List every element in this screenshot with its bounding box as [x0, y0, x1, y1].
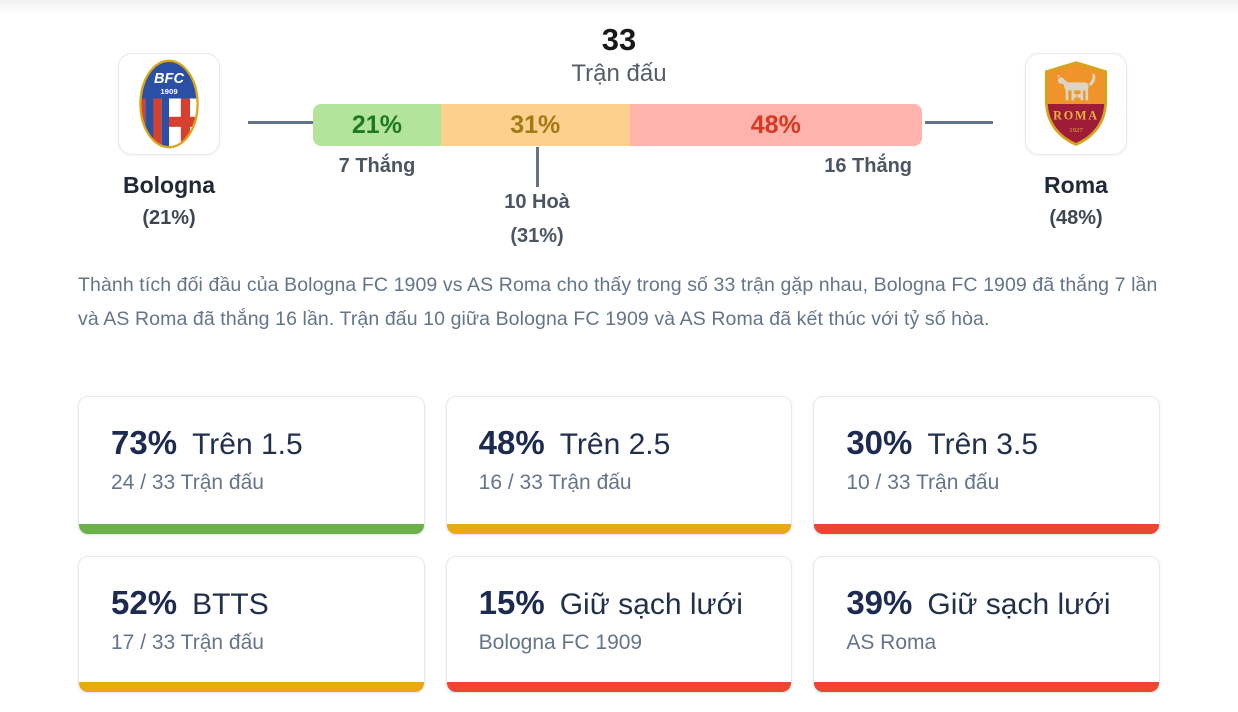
away-connector-line: [925, 121, 993, 124]
stat-card-over-3-5: 30% Trên 3.5 10 / 33 Trận đấu: [813, 396, 1160, 535]
stat-label: BTTS: [192, 588, 269, 621]
stat-label: Trên 3.5: [927, 428, 1039, 461]
bar-segment-home-wins: 21%: [313, 104, 441, 146]
roma-crest-year: 1927: [1069, 127, 1083, 134]
stat-label: Giữ sạch lưới: [927, 588, 1111, 621]
stat-label: Trên 1.5: [192, 428, 303, 461]
home-team-logo-tile[interactable]: BFC 1909: [118, 53, 220, 155]
top-shadow-divider: [0, 0, 1238, 15]
stat-card-over-1-5: 73% Trên 1.5 24 / 33 Trận đấu: [78, 396, 425, 535]
stat-label: Giữ sạch lưới: [559, 588, 743, 621]
stat-subtitle: AS Roma: [846, 631, 937, 654]
roma-crest-icon: ROMA 1927: [1044, 61, 1108, 146]
home-connector-line: [248, 121, 313, 124]
stat-subtitle: 16 / 33 Trận đấu: [478, 471, 632, 494]
stat-label: Trên 2.5: [559, 428, 671, 461]
home-team-block: Bologna (21%): [79, 172, 259, 230]
bar-segment-away-wins: 48%: [629, 104, 922, 146]
stat-card-clean-sheet-away: 39% Giữ sạch lưới AS Roma: [813, 556, 1160, 693]
stat-card-btts: 52% BTTS 17 / 33 Trận đấu: [78, 556, 425, 693]
stat-pct: 30%: [846, 424, 913, 461]
bar-segment-draws-pct: 31%: [510, 110, 561, 139]
h2h-result-bar: 21% 31% 48%: [313, 104, 922, 146]
stat-accent-bar: [814, 682, 1159, 692]
draws-tick-line: [536, 147, 539, 187]
draws-pct-label: (31%): [510, 225, 564, 247]
stat-pct: 52%: [111, 584, 178, 621]
away-team-logo-tile[interactable]: ROMA 1927: [1025, 53, 1127, 155]
away-wins-label: 16 Thắng: [824, 155, 912, 177]
bologna-crest-icon: BFC 1909: [139, 59, 199, 149]
stat-subtitle: 24 / 33 Trận đấu: [111, 471, 264, 494]
away-team-pct: (48%): [1049, 207, 1103, 229]
away-team-block: Roma (48%): [986, 172, 1166, 230]
stat-accent-bar: [446, 524, 792, 534]
stat-subtitle: Bologna FC 1909: [478, 631, 643, 654]
total-matches-label: Trận đấu: [571, 60, 667, 87]
wolf-silhouette: [1057, 73, 1096, 101]
roma-crest-name: ROMA: [1053, 108, 1099, 122]
bar-segment-home-pct: 21%: [351, 110, 402, 139]
stat-subtitle: 17 / 33 Trận đấu: [111, 631, 264, 654]
draws-label: 10 Hoà: [504, 191, 570, 213]
stat-pct: 48%: [478, 424, 545, 461]
bologna-crest-year: 1909: [160, 87, 178, 96]
bar-segment-away-pct: 48%: [750, 110, 801, 139]
away-team-name: Roma: [1044, 172, 1108, 198]
stat-accent-bar: [79, 682, 424, 692]
home-wins-label: 7 Thắng: [338, 155, 416, 177]
stat-pct: 39%: [846, 584, 913, 621]
h2h-summary-text: Thành tích đối đầu của Bologna FC 1909 v…: [78, 274, 1158, 330]
home-team-name: Bologna: [123, 172, 215, 198]
stat-pct: 73%: [111, 424, 178, 461]
stat-card-clean-sheet-home: 15% Giữ sạch lưới Bologna FC 1909: [445, 556, 793, 693]
home-team-pct: (21%): [142, 207, 196, 229]
stat-accent-bar: [814, 524, 1159, 534]
bologna-crest-abbr: BFC: [154, 71, 184, 87]
stat-subtitle: 10 / 33 Trận đấu: [846, 471, 1000, 494]
bar-segment-draws: 31%: [440, 104, 630, 146]
stat-pct: 15%: [478, 584, 545, 621]
stat-accent-bar: [446, 682, 792, 692]
stat-accent-bar: [79, 524, 424, 534]
total-matches-value: 33: [601, 22, 637, 57]
stat-cards-grid: 73% Trên 1.5 24 / 33 Trận đấu 48% Trên 2…: [78, 396, 1160, 693]
stat-card-over-2-5: 48% Trên 2.5 16 / 33 Trận đấu: [445, 396, 793, 535]
